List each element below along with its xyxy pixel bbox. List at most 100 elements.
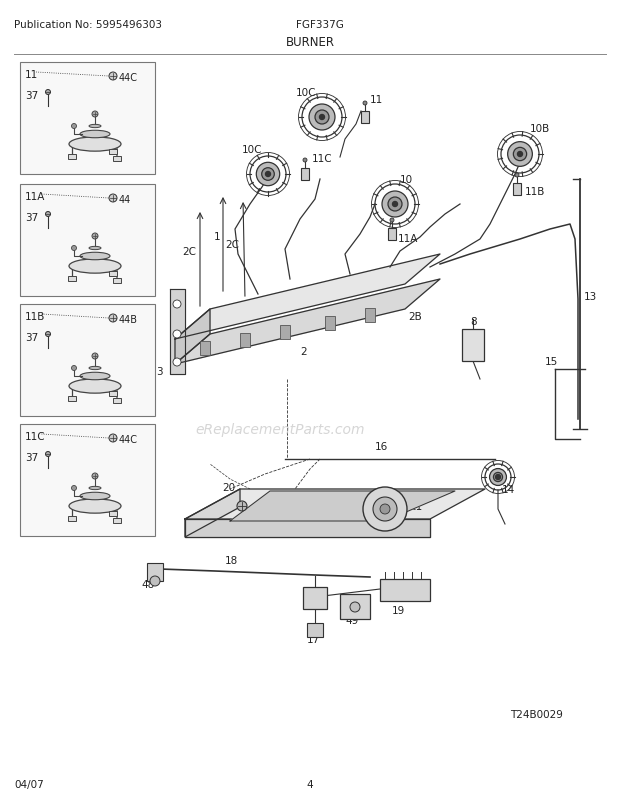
Text: 44C: 44C	[119, 435, 138, 444]
Bar	[340, 594, 370, 619]
Circle shape	[508, 143, 533, 167]
Circle shape	[262, 168, 274, 181]
Bar	[388, 229, 396, 241]
Ellipse shape	[89, 125, 101, 128]
Bar	[307, 623, 323, 638]
Bar	[365, 309, 375, 322]
Bar	[68, 155, 76, 160]
Bar	[240, 334, 250, 347]
Text: 44: 44	[119, 195, 131, 205]
Circle shape	[71, 486, 76, 491]
Circle shape	[350, 602, 360, 612]
Circle shape	[373, 497, 397, 521]
Text: 3: 3	[156, 367, 163, 376]
Ellipse shape	[89, 247, 101, 250]
Text: 37: 37	[25, 333, 38, 342]
FancyBboxPatch shape	[20, 184, 155, 297]
Bar	[109, 392, 117, 397]
Polygon shape	[170, 290, 185, 375]
Bar	[200, 342, 210, 355]
Bar	[462, 330, 484, 362]
Text: 48: 48	[141, 579, 154, 589]
Text: 2C: 2C	[182, 247, 196, 257]
Circle shape	[518, 152, 523, 157]
Circle shape	[173, 330, 181, 338]
Circle shape	[265, 172, 270, 177]
Ellipse shape	[69, 260, 121, 273]
Polygon shape	[185, 489, 485, 520]
Bar	[113, 399, 121, 404]
Circle shape	[92, 473, 98, 480]
Text: 21: 21	[409, 501, 422, 512]
Circle shape	[380, 504, 390, 514]
Text: 14: 14	[502, 484, 515, 494]
Circle shape	[109, 195, 117, 203]
Circle shape	[173, 301, 181, 309]
Text: 11C: 11C	[25, 431, 46, 441]
Text: 15: 15	[545, 357, 558, 367]
Bar	[113, 157, 121, 162]
Text: 11A: 11A	[25, 192, 45, 202]
Bar	[301, 168, 309, 180]
Text: 4: 4	[307, 779, 313, 789]
Text: 2B: 2B	[408, 312, 422, 322]
Circle shape	[382, 192, 408, 217]
Bar	[68, 516, 76, 521]
Text: 13: 13	[584, 292, 597, 302]
Polygon shape	[175, 255, 440, 339]
Bar	[361, 111, 369, 124]
Circle shape	[392, 202, 397, 207]
Circle shape	[363, 102, 367, 106]
Circle shape	[315, 111, 329, 125]
Circle shape	[309, 105, 335, 131]
Ellipse shape	[69, 138, 121, 152]
Text: BURNER: BURNER	[285, 36, 335, 49]
Text: 10: 10	[400, 175, 413, 184]
Bar	[109, 512, 117, 516]
Text: Publication No: 5995496303: Publication No: 5995496303	[14, 20, 162, 30]
Circle shape	[515, 174, 519, 178]
Circle shape	[109, 314, 117, 322]
Circle shape	[494, 473, 503, 482]
Circle shape	[71, 124, 76, 129]
Text: 37: 37	[25, 91, 38, 101]
Text: 37: 37	[25, 452, 38, 463]
Text: 10C: 10C	[242, 145, 262, 155]
Bar	[147, 563, 163, 581]
Text: 2C: 2C	[225, 240, 239, 249]
Circle shape	[256, 163, 280, 187]
Text: 11A: 11A	[398, 233, 419, 244]
Bar	[280, 326, 290, 339]
Circle shape	[237, 501, 247, 512]
Text: 18: 18	[225, 555, 238, 565]
Bar	[68, 396, 76, 402]
Ellipse shape	[80, 492, 110, 500]
Circle shape	[92, 111, 98, 118]
Text: 11B: 11B	[525, 187, 546, 196]
Text: eReplacementParts.com: eReplacementParts.com	[195, 423, 365, 436]
Text: 17: 17	[307, 634, 321, 644]
Circle shape	[45, 332, 50, 337]
Ellipse shape	[69, 499, 121, 513]
Circle shape	[92, 354, 98, 359]
Circle shape	[92, 233, 98, 240]
Bar	[109, 150, 117, 155]
Circle shape	[150, 577, 160, 586]
Text: 20: 20	[222, 482, 235, 492]
Circle shape	[71, 366, 76, 371]
Text: 11: 11	[25, 70, 38, 80]
Circle shape	[173, 358, 181, 367]
Text: 10C: 10C	[296, 88, 316, 98]
Text: 49: 49	[345, 615, 358, 626]
Circle shape	[45, 213, 50, 217]
Bar	[325, 317, 335, 330]
Circle shape	[71, 246, 76, 251]
Polygon shape	[175, 280, 440, 365]
FancyBboxPatch shape	[20, 424, 155, 537]
Polygon shape	[185, 489, 240, 537]
FancyBboxPatch shape	[20, 305, 155, 416]
Text: 2: 2	[300, 346, 307, 357]
Bar	[380, 579, 430, 602]
Circle shape	[490, 469, 507, 486]
Text: 44C: 44C	[119, 73, 138, 83]
